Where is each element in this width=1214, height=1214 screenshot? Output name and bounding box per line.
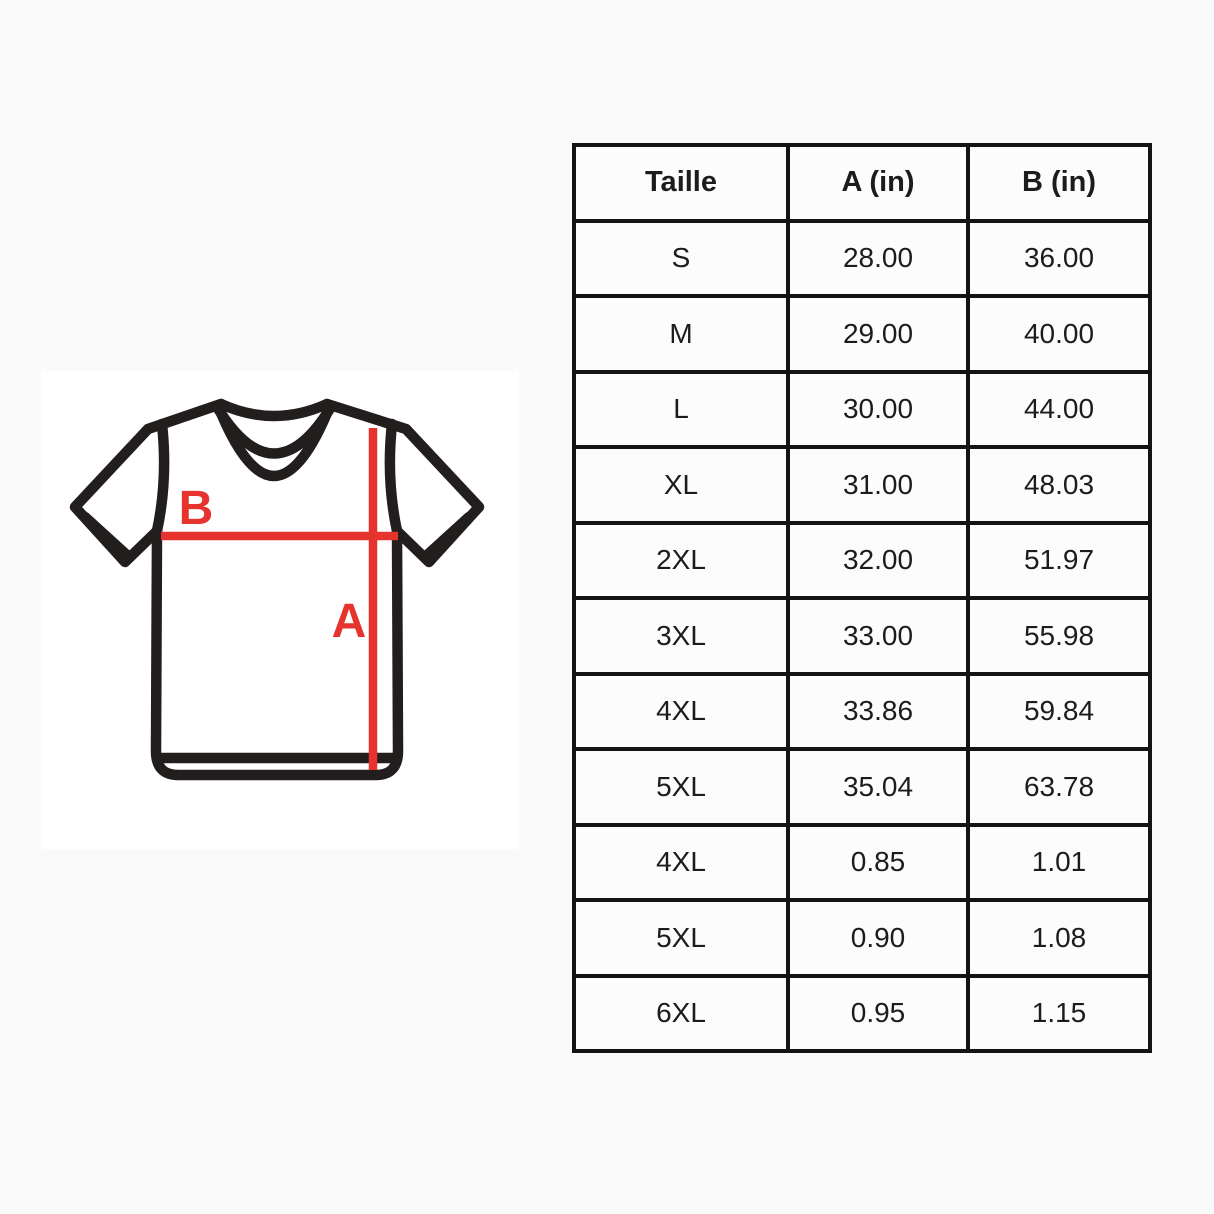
table-cell: 35.04	[786, 747, 970, 827]
table-cell: 0.85	[786, 822, 970, 902]
table-cell: 51.97	[966, 520, 1152, 600]
column-header-a: A (in)	[786, 143, 970, 223]
table-row: S 28.00 36.00	[572, 218, 1152, 298]
table-cell: 59.84	[966, 671, 1152, 751]
measurement-lines	[161, 428, 398, 770]
measure-label-b: B	[179, 482, 214, 535]
table-cell: 55.98	[966, 596, 1152, 676]
table-row: 5XL 0.90 1.08	[572, 898, 1152, 978]
table-cell: 30.00	[786, 369, 970, 449]
table-cell: 40.00	[966, 294, 1152, 374]
left-cuff-line	[79, 511, 135, 563]
table-row: 6XL 0.95 1.15	[572, 973, 1152, 1053]
table-cell: 33.86	[786, 671, 970, 751]
table-cell: 1.01	[966, 822, 1152, 902]
column-header-size: Taille	[572, 143, 790, 223]
table-cell: 4XL	[572, 822, 790, 902]
table-cell: 6XL	[572, 973, 790, 1053]
size-table: Taille A (in) B (in) S 28.00 36.00 M 29.…	[572, 143, 1152, 1053]
table-row: 4XL 33.86 59.84	[572, 671, 1152, 751]
table-row: L 30.00 44.00	[572, 369, 1152, 449]
table-cell: 5XL	[572, 747, 790, 827]
table-cell: 48.03	[966, 445, 1152, 525]
collar-band-outer-arc	[215, 407, 333, 481]
table-cell: 32.00	[786, 520, 970, 600]
table-cell: 2XL	[572, 520, 790, 600]
table-cell: L	[572, 369, 790, 449]
table-cell: 1.15	[966, 973, 1152, 1053]
table-cell: 0.95	[786, 973, 970, 1053]
table-row: 2XL 32.00 51.97	[572, 520, 1152, 600]
table-row: 4XL 0.85 1.01	[572, 822, 1152, 902]
table-cell: 5XL	[572, 898, 790, 978]
table-cell: S	[572, 218, 790, 298]
tshirt-diagram: B A	[69, 398, 485, 781]
table-cell: 0.90	[786, 898, 970, 978]
left-armhole-seam	[151, 418, 170, 537]
column-header-b: B (in)	[966, 143, 1152, 223]
table-cell: 28.00	[786, 218, 970, 298]
measure-label-a: A	[332, 595, 367, 648]
right-cuff-line	[419, 511, 475, 563]
table-cell: 33.00	[786, 596, 970, 676]
table-row: 5XL 35.04 63.78	[572, 747, 1152, 827]
table-cell: M	[572, 294, 790, 374]
table-row: M 29.00 40.00	[572, 294, 1152, 374]
table-cell: 3XL	[572, 596, 790, 676]
table-cell: 4XL	[572, 671, 790, 751]
table-cell: 36.00	[966, 218, 1152, 298]
table-cell: 44.00	[966, 369, 1152, 449]
diagram-panel: B A	[41, 371, 519, 849]
right-armhole-seam	[384, 418, 403, 537]
table-row: 3XL 33.00 55.98	[572, 596, 1152, 676]
table-cell: 63.78	[966, 747, 1152, 827]
table-cell: 1.08	[966, 898, 1152, 978]
table-cell: 31.00	[786, 445, 970, 525]
table-cell: 29.00	[786, 294, 970, 374]
table-row: XL 31.00 48.03	[572, 445, 1152, 525]
table-cell: XL	[572, 445, 790, 525]
tshirt-body-outline	[69, 398, 485, 781]
collar-back-arc	[215, 398, 333, 422]
tshirt-outline-icon	[69, 398, 485, 781]
table-header-row: Taille A (in) B (in)	[572, 143, 1152, 223]
